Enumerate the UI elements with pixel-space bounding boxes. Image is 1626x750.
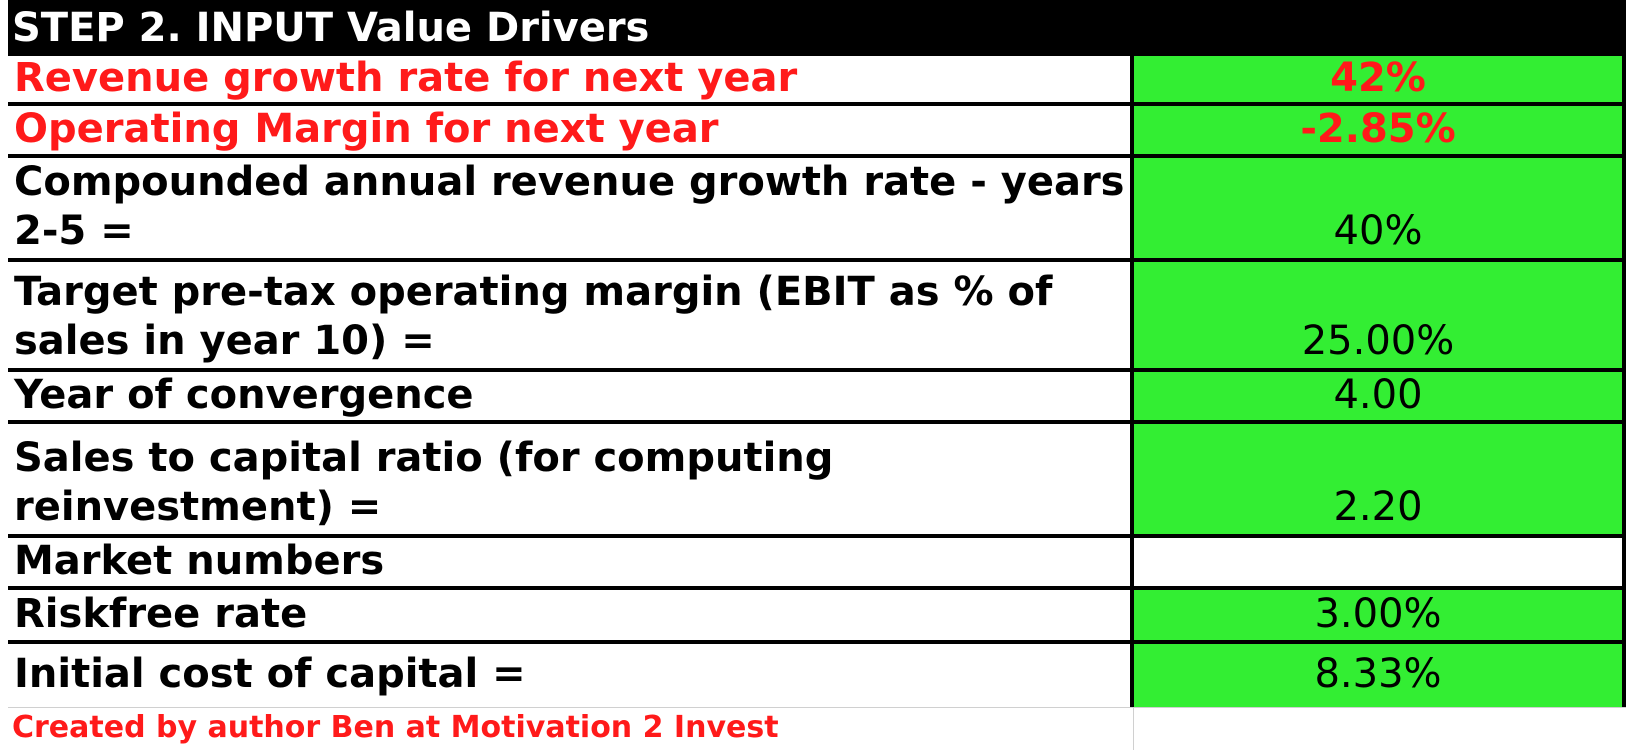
row-label: Revenue growth rate for next year [8,55,1134,102]
input-cell-sales-to-capital[interactable]: 2.20 [1134,424,1626,534]
author-credit: Created by author Ben at Motivation 2 In… [8,708,1134,750]
row-label: Operating Margin for next year [8,106,1134,154]
blank-cell[interactable] [1134,538,1626,586]
row-label: Sales to capital ratio (for computing re… [8,424,1134,534]
row-initial-cost-of-capital: Initial cost of capital = 8.33% [8,644,1626,708]
row-label: Initial cost of capital = [8,644,1134,707]
input-cell-target-margin[interactable]: 25.00% [1134,262,1626,368]
footer-row: Created by author Ben at Motivation 2 In… [8,708,1626,750]
input-cell-cost-of-capital[interactable]: 8.33% [1134,644,1626,707]
row-label: Compounded annual revenue growth rate - … [8,158,1134,258]
row-revenue-growth-next-year: Revenue growth rate for next year 42% [8,55,1626,106]
row-label: Year of convergence [8,372,1134,420]
row-cagr-years-2-5: Compounded annual revenue growth rate - … [8,158,1626,262]
row-target-operating-margin: Target pre-tax operating margin (EBIT as… [8,262,1626,372]
row-label: Target pre-tax operating margin (EBIT as… [8,262,1134,368]
row-riskfree-rate: Riskfree rate 3.00% [8,590,1626,644]
input-cell-revenue-growth[interactable]: 42% [1134,55,1626,102]
section-header: STEP 2. INPUT Value Drivers [8,0,1626,56]
input-cell-cagr[interactable]: 40% [1134,158,1626,258]
input-cell-year-of-convergence[interactable]: 4.00 [1134,372,1626,420]
input-cell-operating-margin[interactable]: -2.85% [1134,106,1626,154]
empty-cell[interactable] [1134,708,1626,750]
row-year-of-convergence: Year of convergence 4.00 [8,372,1626,424]
row-label: Market numbers [8,538,1134,586]
row-market-numbers: Market numbers [8,538,1626,590]
input-cell-riskfree-rate[interactable]: 3.00% [1134,590,1626,640]
value-drivers-sheet: STEP 2. INPUT Value Drivers Revenue grow… [8,0,1626,750]
row-label: Riskfree rate [8,590,1134,640]
row-operating-margin-next-year: Operating Margin for next year -2.85% [8,106,1626,158]
row-sales-to-capital: Sales to capital ratio (for computing re… [8,424,1626,538]
